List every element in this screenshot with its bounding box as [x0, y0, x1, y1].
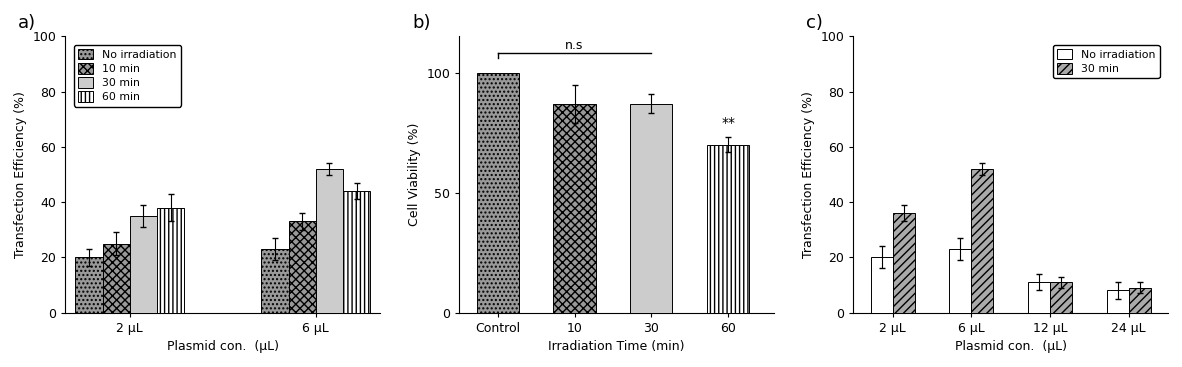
- Bar: [157, 208, 184, 313]
- Bar: [1106, 290, 1129, 313]
- Bar: [707, 145, 749, 313]
- Bar: [288, 221, 316, 313]
- Y-axis label: Transfection Efficiency (%): Transfection Efficiency (%): [801, 91, 814, 258]
- Bar: [1129, 288, 1151, 313]
- Bar: [130, 216, 157, 313]
- Bar: [892, 213, 915, 313]
- Bar: [343, 191, 370, 313]
- Bar: [972, 169, 993, 313]
- Bar: [949, 249, 972, 313]
- X-axis label: Plasmid con.  (μL): Plasmid con. (μL): [167, 340, 279, 353]
- Bar: [76, 257, 103, 313]
- Text: a): a): [18, 14, 37, 32]
- Bar: [871, 257, 892, 313]
- Bar: [476, 73, 519, 313]
- Text: n.s: n.s: [565, 39, 584, 52]
- Bar: [261, 249, 288, 313]
- X-axis label: Irradiation Time (min): Irradiation Time (min): [548, 340, 686, 353]
- Bar: [1050, 282, 1072, 313]
- Text: **: **: [721, 116, 735, 130]
- Bar: [630, 104, 673, 313]
- X-axis label: Plasmid con.  (μL): Plasmid con. (μL): [955, 340, 1066, 353]
- Text: b): b): [413, 14, 430, 32]
- Y-axis label: Transfection Efficiency (%): Transfection Efficiency (%): [14, 91, 27, 258]
- Text: c): c): [806, 14, 823, 32]
- Legend: No irradiation, 30 min: No irradiation, 30 min: [1053, 45, 1160, 79]
- Y-axis label: Cell Viability (%): Cell Viability (%): [408, 123, 421, 226]
- Legend: No irradiation, 10 min, 30 min, 60 min: No irradiation, 10 min, 30 min, 60 min: [74, 45, 181, 107]
- Bar: [316, 169, 343, 313]
- Bar: [103, 244, 130, 313]
- Bar: [553, 104, 596, 313]
- Bar: [1028, 282, 1050, 313]
